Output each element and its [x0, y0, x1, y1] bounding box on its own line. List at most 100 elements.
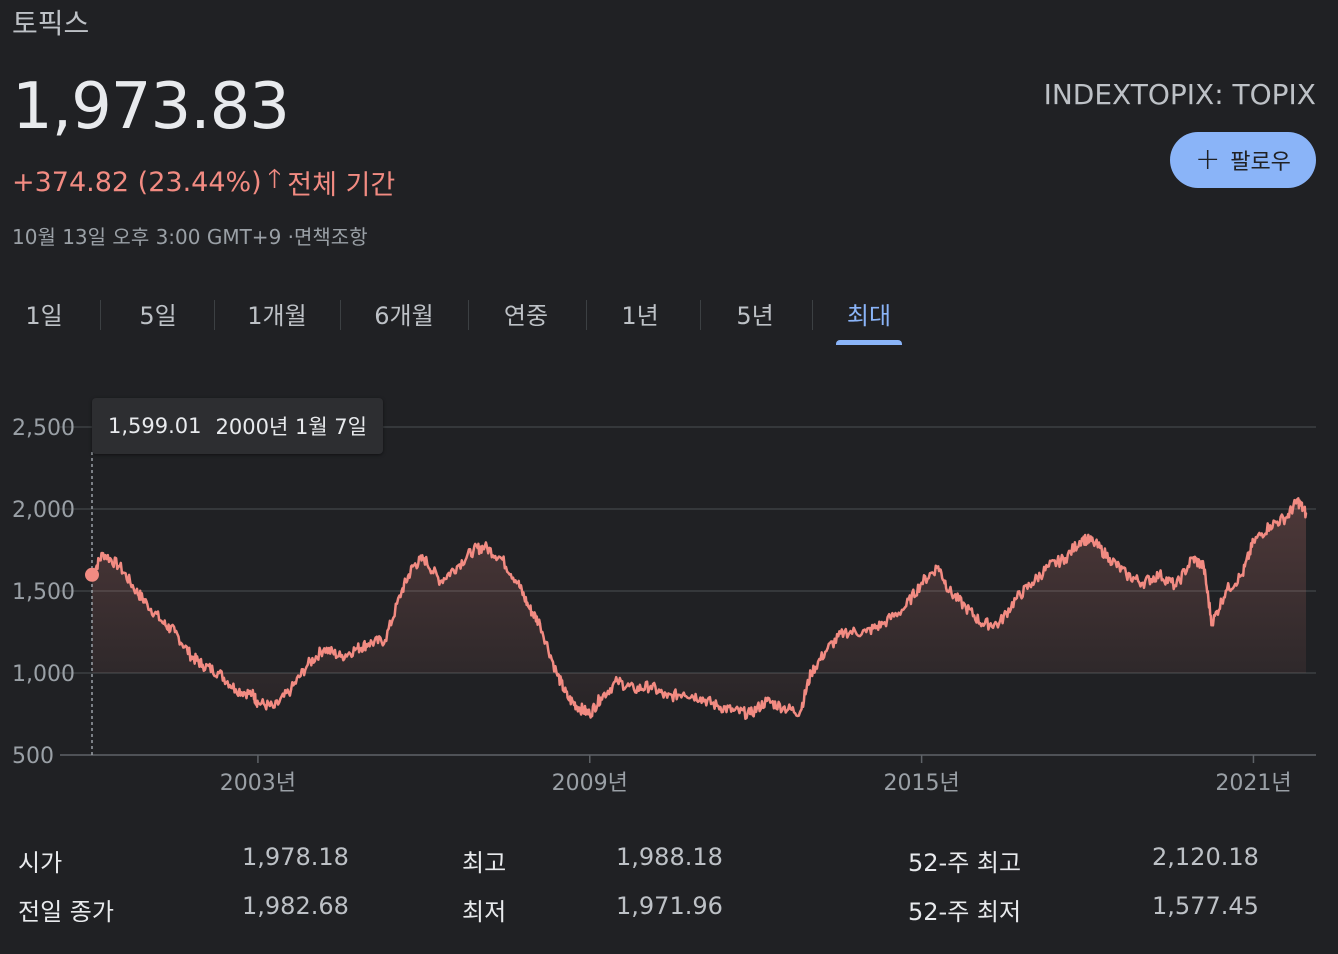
price-point: [251, 693, 254, 696]
price-point: [1014, 598, 1017, 601]
y-tick-label: 1,500: [12, 580, 75, 605]
tab-divider: [586, 300, 587, 330]
price-point: [1091, 540, 1095, 543]
open-label: 시가: [18, 849, 63, 877]
price-point: [809, 671, 813, 675]
low52-label: 52-주 최저: [908, 898, 1022, 926]
tab-divider: [468, 300, 469, 330]
x-tick-label: 2021년: [1215, 771, 1291, 796]
price-point: [937, 565, 940, 568]
price-point: [632, 688, 636, 691]
price-point: [588, 712, 591, 716]
price-point: [173, 630, 177, 634]
price-point: [682, 691, 685, 694]
plus-icon: +: [1195, 142, 1221, 177]
price-point: [1202, 565, 1205, 568]
low52-value: 1,577.45: [1152, 892, 1259, 920]
timestamp-disclaimer: 10월 13일 오후 3:00 GMT+9 ·면책조항: [12, 225, 368, 249]
price-point: [256, 701, 260, 704]
price-point: [616, 680, 619, 683]
price-point: [699, 696, 702, 699]
price-point: [555, 671, 558, 675]
ticker-symbol: INDEXTOPIX: TOPIX: [1043, 78, 1316, 111]
price-point: [190, 655, 193, 658]
y-tick-label: 500: [12, 744, 54, 769]
price-point: [1141, 581, 1145, 584]
x-tick-label: 2003년: [220, 771, 296, 796]
prev-close-label: 전일 종가: [18, 898, 114, 926]
tab-1m[interactable]: 1개월: [247, 301, 307, 330]
chart-tooltip: 1,599.01 2000년 1월 7일: [92, 398, 383, 454]
tab-ytd[interactable]: 연중: [503, 301, 549, 330]
high52-label: 52-주 최고: [908, 849, 1022, 877]
arrow-up-icon: 🡑: [267, 164, 282, 194]
x-axis: 2003년 2009년 2015년 2021년: [220, 755, 1292, 796]
price-point: [765, 699, 768, 703]
y-tick-label: 1,000: [12, 662, 75, 687]
price-point: [1174, 584, 1178, 588]
follow-button[interactable]: + 팔로우: [1170, 132, 1316, 188]
low-label: 최저: [462, 898, 507, 926]
price-point: [1064, 557, 1067, 560]
price-point: [527, 606, 531, 609]
tab-divider: [812, 300, 813, 330]
price-point: [577, 706, 580, 709]
price-point: [1285, 516, 1288, 519]
price-point: [997, 622, 1001, 625]
price-point: [964, 606, 968, 609]
price-point: [400, 589, 403, 593]
price-point: [1296, 499, 1299, 502]
tab-5d[interactable]: 5일: [139, 301, 177, 330]
price-point: [1108, 557, 1111, 560]
range-tabs: 1일 5일 1개월 6개월 연중 1년 5년 최대: [0, 288, 920, 348]
price-point: [1191, 557, 1194, 560]
tab-max[interactable]: 최대: [836, 288, 902, 345]
price-point: [422, 557, 426, 560]
prev-close-value: 1,982.68: [242, 892, 349, 920]
price-point: [538, 622, 542, 625]
tab-6m[interactable]: 6개월: [374, 301, 434, 330]
price-point: [881, 622, 885, 625]
price-point: [218, 671, 221, 675]
price-point: [566, 696, 569, 699]
y-axis: 2,500 2,000 1,500 1,000 500: [12, 416, 75, 769]
price-point: [483, 545, 486, 548]
price-point: [903, 606, 907, 609]
tab-divider: [340, 300, 341, 330]
tab-divider: [700, 300, 701, 330]
key-stats: 시가 1,978.18 최고 1,988.18 52-주 최고 2,120.18…: [0, 835, 1338, 945]
price-point: [1268, 524, 1272, 527]
price-point: [842, 630, 846, 634]
price-point: [201, 663, 204, 666]
price-point: [101, 552, 105, 555]
price-change: +374.82 (23.44%) 🡑 전체 기간: [12, 160, 395, 204]
price-point: [1031, 581, 1034, 584]
price-point: [1125, 573, 1128, 576]
price-point: [367, 642, 370, 645]
price-point: [715, 704, 719, 707]
tab-1y[interactable]: 1년: [621, 301, 659, 330]
tab-1d[interactable]: 1일: [25, 301, 63, 330]
price-line: [90, 497, 1308, 720]
tab-5y[interactable]: 5년: [736, 301, 774, 330]
price-point: [472, 548, 475, 552]
price-point: [273, 706, 276, 709]
price-point: [1080, 537, 1084, 540]
price-point: [356, 647, 359, 650]
price-point: [732, 709, 735, 712]
price-point: [500, 557, 503, 560]
price-point: [1252, 540, 1255, 543]
follow-label: 팔로우: [1230, 150, 1291, 175]
price-point: [948, 589, 951, 593]
price-point: [306, 663, 309, 666]
price-point: [439, 579, 442, 583]
tooltip-value: 1,599.01: [108, 414, 202, 438]
high-value: 1,988.18: [616, 843, 723, 871]
price-point: [1210, 622, 1214, 625]
price-point: [90, 573, 94, 576]
change-value: +374.82 (23.44%): [12, 166, 262, 198]
price-points: [90, 499, 1308, 716]
price-point: [234, 688, 237, 691]
price-point: [135, 589, 138, 593]
